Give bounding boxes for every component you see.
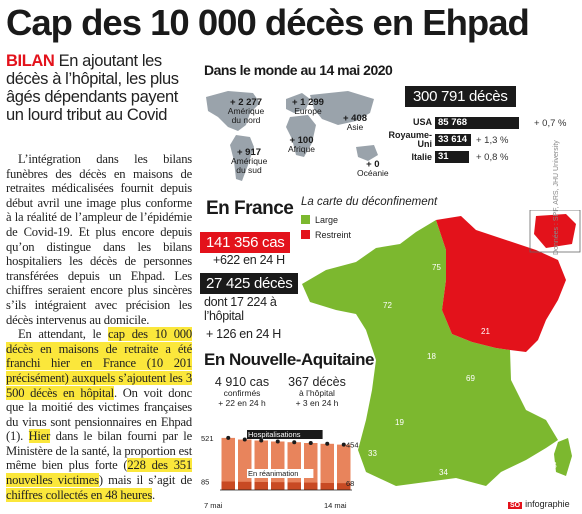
- country-uk-bar: 33 614: [435, 134, 471, 146]
- country-uk-label: Royaume-Uni: [388, 130, 432, 149]
- hosp-point: [226, 435, 231, 440]
- na-deaths: 367 décès à l’hôpital + 3 en 24 h: [288, 375, 346, 408]
- infographie-credit: SO infographie: [508, 499, 570, 509]
- dept-label: 75: [432, 263, 441, 272]
- hosp-point: [341, 442, 346, 447]
- france-deaths: 27 425 décès: [200, 273, 299, 294]
- hosp-point: [275, 439, 280, 444]
- hosp-point: [242, 437, 247, 442]
- hosp-bar: [337, 444, 351, 490]
- rea-bar: [320, 483, 334, 490]
- rea-bar: [304, 482, 318, 490]
- hosp-bar: [221, 437, 235, 490]
- country-uk-pct: + 1,3 %: [476, 135, 509, 146]
- dept-label: 56: [336, 316, 345, 325]
- country-italy-label: Italie: [411, 152, 432, 162]
- dept-label: 69: [466, 374, 475, 383]
- label-start-hosp: 521: [201, 434, 214, 443]
- france-cases-delta: +622 en 24 H: [213, 253, 285, 267]
- tick-label: 14 mai: [324, 501, 347, 510]
- france-map: [302, 210, 581, 486]
- hosp-point: [308, 441, 313, 445]
- highlight: chiffres collectés en 48 heures: [6, 487, 153, 502]
- map-title: La carte du déconfinement: [301, 196, 438, 208]
- highlight: Hier: [28, 429, 51, 444]
- dept-label: 34: [439, 468, 448, 477]
- rea-bar: [271, 482, 285, 490]
- country-italy-bar: 31 368: [435, 151, 469, 174]
- dept-label: 19: [395, 418, 404, 427]
- label-start-rea: 85: [201, 478, 209, 487]
- country-usa-pct: + 0,7 %: [534, 118, 567, 129]
- series-label-hosp: Hospitalisations: [248, 430, 301, 439]
- legend-large: Large: [301, 215, 338, 225]
- highlight: cap des 10 000 décès en maisons de retra…: [6, 327, 192, 400]
- hosp-point: [325, 441, 330, 446]
- dept-label: 18: [427, 352, 436, 361]
- data-credit: Données : SPF, ARS, JHU University: [553, 140, 560, 255]
- lead-kicker: BILAN: [6, 52, 55, 70]
- series-label-rea-bg: [247, 469, 314, 478]
- country-usa-label: USA: [412, 117, 432, 127]
- article-body: L’intégration dans les bilans funèbres d…: [6, 152, 192, 502]
- hosp-point: [292, 440, 297, 445]
- region-europe: + 1 299 Europe: [292, 97, 324, 116]
- hosp-bar: [304, 443, 318, 490]
- na-chart: Hospitalisations En réanimation 521 85 454 68…: [201, 430, 359, 510]
- country-italy-pct: + 0,8 %: [476, 152, 509, 163]
- region-africa: + 100 Afrique: [288, 135, 315, 154]
- rea-bar: [238, 481, 252, 490]
- paragraph-1: L’intégration dans les bilans funèbres d…: [6, 152, 192, 327]
- rea-bar: [337, 483, 351, 490]
- region-asia: + 408 Asie: [343, 113, 368, 132]
- region-south-america: + 917 Amérique du sud: [231, 147, 268, 175]
- rea-bar: [254, 482, 268, 490]
- country-usa-bar: 85 768: [435, 117, 519, 129]
- paragraph-2: En attendant, le cap des 10 000 décès en…: [6, 327, 192, 502]
- label-end-hosp: 454: [346, 441, 359, 450]
- hosp-point: [259, 438, 264, 443]
- region-north-america: + 2 277 Amérique du nord: [227, 97, 265, 125]
- headline: Cap des 10 000 décès en Ehpad: [6, 2, 530, 43]
- rea-bar: [287, 482, 301, 490]
- world-total: 300 791 décès: [405, 86, 516, 107]
- label-end-rea: 68: [346, 479, 354, 488]
- hosp-bar: [320, 443, 334, 490]
- lead-text: En ajoutant les décès à l’hôpital, les p…: [6, 52, 179, 124]
- na-cases: 4 910 cas confirmés + 22 en 24 h: [214, 375, 270, 408]
- rea-bar: [221, 481, 235, 490]
- hosp-bar: [287, 442, 301, 490]
- region-oceania: + 0 Océanie: [357, 159, 389, 178]
- legend-restreint: Restreint: [301, 230, 351, 240]
- france-deaths-delta: + 126 en 24 H: [206, 327, 281, 341]
- france-title: En France: [206, 198, 294, 219]
- lead: BILAN En ajoutant les décès à l’hôpital,…: [6, 52, 196, 124]
- na-title: En Nouvelle-Aquitaine: [204, 350, 374, 369]
- france-cases: 141 356 cas: [200, 232, 291, 253]
- dept-label: 33: [368, 449, 377, 458]
- world-title: Dans le monde au 14 mai 2020: [204, 62, 393, 78]
- world-map: [206, 91, 378, 181]
- dept-label: 72: [383, 301, 392, 310]
- france-deaths-detail: dont 17 224 à l’hôpital: [204, 295, 277, 323]
- dept-label: 2B: [547, 461, 557, 470]
- series-label-hosp-bg: [247, 430, 323, 439]
- tick-label: 7 mai: [204, 501, 223, 510]
- dept-label: 21: [481, 327, 490, 336]
- series-label-rea: En réanimation: [248, 469, 298, 478]
